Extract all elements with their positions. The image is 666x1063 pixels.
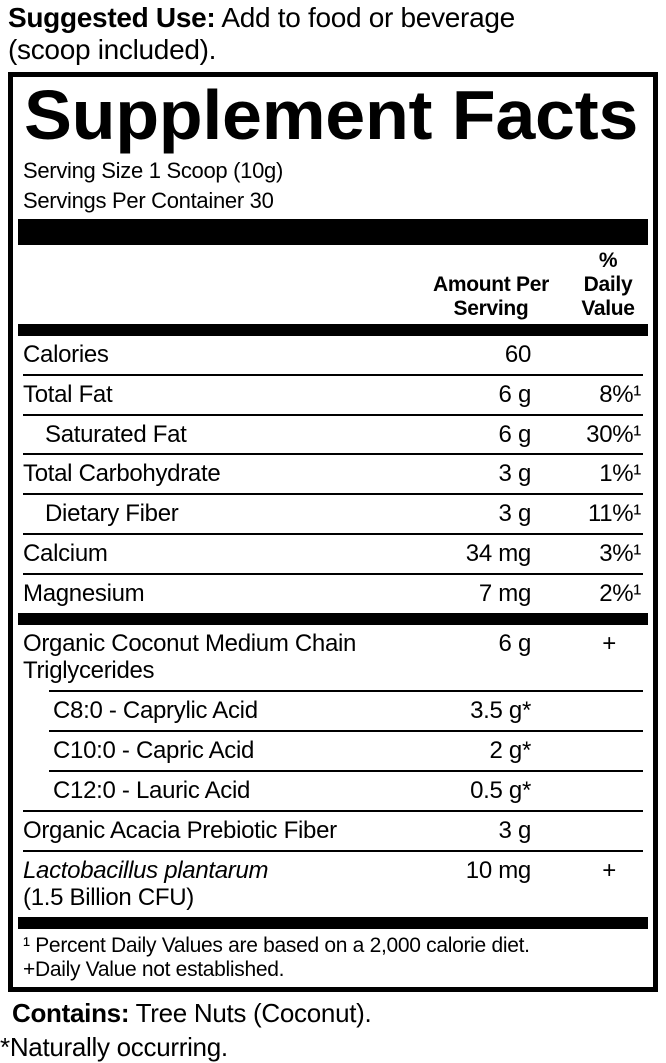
- row-divider: [23, 572, 643, 575]
- amount-header-line2: Serving: [453, 296, 529, 320]
- daily-value: +: [602, 856, 616, 884]
- naturally-occurring-note: *Naturally occurring.: [0, 1032, 228, 1063]
- daily-value: 11%¹: [587, 500, 641, 528]
- amount-value: 7 mg: [478, 579, 531, 607]
- nutrient-name: Saturated Fat: [45, 420, 187, 448]
- table-row-caprylic-acid: C8:0 - Caprylic Acid 3.5 g*: [23, 692, 643, 730]
- row-divider-indented: [49, 769, 643, 772]
- nutrient-name: Lactobacillus plantarum (1.5 Billion CFU…: [23, 857, 436, 913]
- footnotes: ¹ Percent Daily Values are based on a 2,…: [23, 929, 643, 983]
- amount-value: 60: [504, 340, 531, 368]
- daily-value: +: [602, 629, 616, 657]
- row-divider: [23, 373, 643, 376]
- separator-bar-bottom: [18, 917, 648, 930]
- suggested-use-body: Add to food or beverage (scoop included)…: [8, 2, 515, 65]
- suggested-use-label: Suggested Use:: [8, 2, 216, 33]
- supplement-facts-title: Supplement Facts: [24, 81, 638, 154]
- row-divider: [23, 453, 643, 456]
- nutrient-name: C10:0 - Capric Acid: [53, 737, 255, 765]
- amount-value: 3.5 g*: [470, 697, 531, 725]
- amount-value: 3 g: [498, 816, 532, 844]
- table-row-acacia-fiber: Organic Acacia Prebiotic Fiber 3 g: [23, 812, 643, 850]
- amount-value: 3 g: [498, 460, 532, 488]
- table-row-calories: Calories 60: [23, 336, 643, 374]
- column-header-daily-value: % Daily Value: [531, 249, 643, 321]
- nutrient-name-italic: Lactobacillus plantarum: [23, 856, 269, 884]
- servings-per-container: Servings Per Container 30: [23, 187, 274, 213]
- daily-value: 2%¹: [599, 579, 641, 607]
- nutrient-name: Calories: [23, 340, 109, 368]
- supplement-facts-panel: Supplement Facts Serving Size 1 Scoop (1…: [8, 72, 658, 993]
- nutrient-name: Total Fat: [23, 380, 113, 408]
- daily-value: 8%¹: [599, 380, 641, 408]
- svg-text:Supplement Facts: Supplement Facts: [24, 81, 638, 154]
- row-divider-indented: [49, 730, 643, 733]
- nutrient-name: Organic Acacia Prebiotic Fiber: [23, 816, 337, 844]
- nutrient-name: C12:0 - Lauric Acid: [53, 776, 251, 804]
- dv-header-line2: Value: [581, 296, 635, 320]
- contains-label: Contains:: [12, 998, 130, 1029]
- amount-value: 34 mg: [465, 539, 532, 567]
- row-divider: [23, 849, 643, 852]
- separator-bar-header: [18, 323, 648, 336]
- column-header-amount: Amount Per Serving: [406, 273, 576, 321]
- table-row-lactobacillus: Lactobacillus plantarum (1.5 Billion CFU…: [23, 852, 643, 918]
- row-divider: [23, 493, 643, 496]
- amount-value: 10 mg: [465, 856, 532, 884]
- table-row-total-fat: Total Fat 6 g 8%¹: [23, 376, 643, 414]
- daily-value: 1%¹: [599, 460, 641, 488]
- amount-value: 2 g*: [489, 737, 531, 765]
- table-header: Amount Per Serving % Daily Value: [23, 245, 643, 324]
- row-divider: [23, 413, 643, 416]
- table-row-magnesium: Magnesium 7 mg 2%¹: [23, 575, 643, 613]
- row-divider: [23, 532, 643, 535]
- daily-value: 3%¹: [599, 539, 641, 567]
- table-row-coconut-mct: Organic Coconut Medium Chain Triglycerid…: [23, 625, 643, 691]
- amount-value: 6 g: [498, 420, 532, 448]
- footnote-not-established: +Daily Value not established.: [23, 958, 285, 982]
- table-row-total-carbohydrate: Total Carbohydrate 3 g 1%¹: [23, 455, 643, 493]
- nutrient-name: Magnesium: [23, 579, 145, 607]
- separator-bar-top: [18, 219, 648, 246]
- amount-value: 6 g: [498, 629, 532, 657]
- nutrient-name: Calcium: [23, 539, 108, 567]
- nutrient-name: Dietary Fiber: [45, 500, 179, 528]
- serving-size: Serving Size 1 Scoop (10g): [23, 158, 284, 184]
- row-divider-indented: [49, 690, 643, 693]
- table-row-capric-acid: C10:0 - Capric Acid 2 g*: [23, 732, 643, 770]
- contains-statement: Contains: Tree Nuts (Coconut).: [12, 998, 666, 1029]
- table-row-calcium: Calcium 34 mg 3%¹: [23, 535, 643, 573]
- nutrient-name-cfu: (1.5 Billion CFU): [23, 884, 194, 912]
- separator-bar-middle: [18, 612, 648, 625]
- dv-header-line1: % Daily: [583, 249, 633, 296]
- amount-value: 6 g: [498, 380, 532, 408]
- row-divider: [23, 809, 643, 812]
- daily-value: 30%¹: [586, 420, 641, 448]
- amount-header-line1: Amount Per: [432, 272, 549, 296]
- table-row-saturated-fat: Saturated Fat 6 g 30%¹: [23, 416, 643, 454]
- table-row-dietary-fiber: Dietary Fiber 3 g 11%¹: [23, 495, 643, 533]
- nutrient-name: C8:0 - Caprylic Acid: [53, 697, 258, 725]
- nutrient-name: Total Carbohydrate: [23, 460, 221, 488]
- nutrient-name: Organic Coconut Medium Chain Triglycerid…: [23, 629, 357, 685]
- suggested-use-text: Suggested Use: Add to food or beverage (…: [8, 2, 594, 65]
- footnote-daily-value: ¹ Percent Daily Values are based on a 2,…: [23, 934, 530, 958]
- table-row-lauric-acid: C12:0 - Lauric Acid 0.5 g*: [23, 772, 643, 810]
- contains-body: Tree Nuts (Coconut).: [135, 998, 372, 1029]
- amount-value: 3 g: [498, 500, 532, 528]
- amount-value: 0.5 g*: [470, 776, 531, 804]
